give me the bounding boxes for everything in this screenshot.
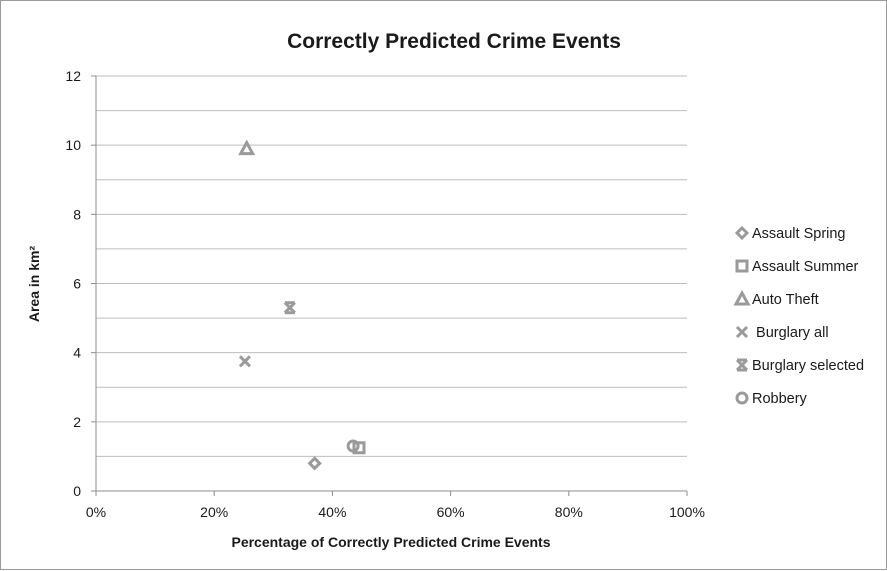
diamond-marker [307,456,322,471]
x-marker-stroke [238,355,251,368]
legend-label: Robbery [752,391,808,407]
legend-marker [735,259,749,273]
legend-marker [735,325,749,339]
legend-label: Burglary selected [752,358,864,374]
x-marker-stroke [735,325,749,339]
circle-marker [346,439,360,453]
x-tick-label: 40% [318,504,346,520]
legend: Assault Spring Assault Summer Auto Theft B… [733,225,864,407]
y-tick-label: 8 [73,206,81,222]
data-points [238,139,366,471]
legend-item: Auto Theft [733,289,819,308]
legend-item: Burglary selected [735,358,864,374]
data-point [346,439,360,453]
x-tick-label: 100% [669,504,705,520]
x-axis-title: Percentage of Correctly Predicted Crime … [231,534,550,550]
star-marker-stroke [735,358,749,372]
tick-labels: 0 2 4 6 8 10 12 0% 20% 40% 60% 80% 100% [65,68,704,520]
axes [91,75,688,496]
legend-item: Assault Spring [734,225,846,242]
data-point [307,456,322,471]
legend-item: Robbery [735,391,808,407]
legend-marker [733,289,751,306]
legend-marker [734,225,750,241]
data-point [283,301,296,315]
x-tick-label: 80% [555,504,583,520]
y-tick-label: 6 [73,276,81,292]
data-point [352,441,366,455]
legend-label: Assault Summer [752,259,859,275]
x-tick-label: 60% [437,504,465,520]
y-tick-label: 10 [65,137,81,153]
y-tick-label: 12 [65,68,81,84]
y-tick-label: 0 [73,483,81,499]
legend-item: Assault Summer [735,259,859,275]
triangle-marker [733,289,751,306]
y-axis-title: Area in km² [26,246,42,323]
data-point [238,139,256,156]
star-marker-stroke [283,301,296,314]
diamond-marker [734,225,750,241]
x-tick-label: 20% [200,504,228,520]
y-tick-label: 4 [73,345,81,361]
legend-marker [735,391,749,405]
chart-title: Correctly Predicted Crime Events [287,30,621,53]
data-point [238,355,251,368]
legend-item: Burglary all [735,325,829,341]
square-marker [735,259,749,273]
legend-label: Burglary all [752,325,829,341]
triangle-marker [238,139,256,156]
gridlines [96,75,687,457]
circle-marker [735,391,749,405]
legend-label: Auto Theft [752,292,819,308]
square-marker [352,441,366,455]
y-tick-label: 2 [73,414,81,430]
x-tick-label: 0% [86,504,106,520]
legend-label: Assault Spring [752,226,846,242]
legend-marker [735,358,749,372]
